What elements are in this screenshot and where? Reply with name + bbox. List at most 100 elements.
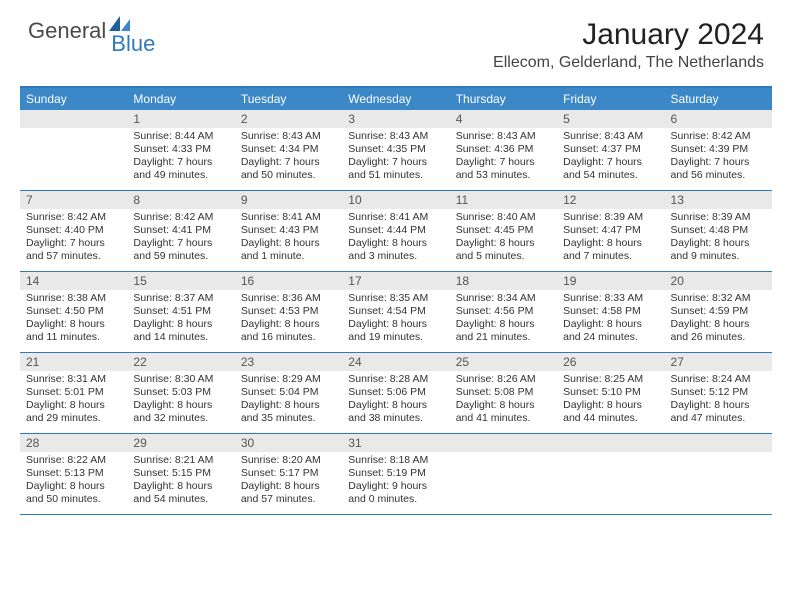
daylight-line: Daylight: 8 hours and 38 minutes. <box>348 399 443 425</box>
calendar-cell: 12Sunrise: 8:39 AMSunset: 4:47 PMDayligh… <box>557 191 664 271</box>
calendar-cell: 6Sunrise: 8:42 AMSunset: 4:39 PMDaylight… <box>665 110 772 190</box>
empty-daynum-bar <box>450 434 557 452</box>
cell-body: Sunrise: 8:20 AMSunset: 5:17 PMDaylight:… <box>235 452 342 512</box>
daylight-line: Daylight: 7 hours and 56 minutes. <box>671 156 766 182</box>
cell-body: Sunrise: 8:22 AMSunset: 5:13 PMDaylight:… <box>20 452 127 512</box>
sunset-line: Sunset: 4:40 PM <box>26 224 121 237</box>
daylight-line: Daylight: 7 hours and 57 minutes. <box>26 237 121 263</box>
calendar-cell: 22Sunrise: 8:30 AMSunset: 5:03 PMDayligh… <box>127 353 234 433</box>
daylight-line: Daylight: 8 hours and 44 minutes. <box>563 399 658 425</box>
sunset-line: Sunset: 4:56 PM <box>456 305 551 318</box>
sunset-line: Sunset: 4:50 PM <box>26 305 121 318</box>
cell-body: Sunrise: 8:33 AMSunset: 4:58 PMDaylight:… <box>557 290 664 350</box>
day-header: Wednesday <box>342 88 449 110</box>
calendar-cell: 23Sunrise: 8:29 AMSunset: 5:04 PMDayligh… <box>235 353 342 433</box>
daylight-line: Daylight: 8 hours and 11 minutes. <box>26 318 121 344</box>
day-number: 19 <box>557 272 664 290</box>
day-header-row: SundayMondayTuesdayWednesdayThursdayFrid… <box>20 88 772 110</box>
daylight-line: Daylight: 8 hours and 57 minutes. <box>241 480 336 506</box>
sunrise-line: Sunrise: 8:43 AM <box>348 130 443 143</box>
calendar-cell: 2Sunrise: 8:43 AMSunset: 4:34 PMDaylight… <box>235 110 342 190</box>
empty-daynum-bar <box>20 110 127 128</box>
week-row: 1Sunrise: 8:44 AMSunset: 4:33 PMDaylight… <box>20 110 772 191</box>
sunset-line: Sunset: 4:41 PM <box>133 224 228 237</box>
calendar-cell: 13Sunrise: 8:39 AMSunset: 4:48 PMDayligh… <box>665 191 772 271</box>
day-number: 8 <box>127 191 234 209</box>
cell-body: Sunrise: 8:38 AMSunset: 4:50 PMDaylight:… <box>20 290 127 350</box>
weeks-container: 1Sunrise: 8:44 AMSunset: 4:33 PMDaylight… <box>20 110 772 515</box>
week-row: 21Sunrise: 8:31 AMSunset: 5:01 PMDayligh… <box>20 353 772 434</box>
sunrise-line: Sunrise: 8:28 AM <box>348 373 443 386</box>
day-number: 21 <box>20 353 127 371</box>
cell-body: Sunrise: 8:32 AMSunset: 4:59 PMDaylight:… <box>665 290 772 350</box>
daylight-line: Daylight: 7 hours and 53 minutes. <box>456 156 551 182</box>
sunrise-line: Sunrise: 8:20 AM <box>241 454 336 467</box>
day-number: 31 <box>342 434 449 452</box>
sunrise-line: Sunrise: 8:33 AM <box>563 292 658 305</box>
day-header: Tuesday <box>235 88 342 110</box>
calendar-cell: 28Sunrise: 8:22 AMSunset: 5:13 PMDayligh… <box>20 434 127 514</box>
day-number: 26 <box>557 353 664 371</box>
sunset-line: Sunset: 4:48 PM <box>671 224 766 237</box>
cell-body: Sunrise: 8:34 AMSunset: 4:56 PMDaylight:… <box>450 290 557 350</box>
day-number: 7 <box>20 191 127 209</box>
week-row: 28Sunrise: 8:22 AMSunset: 5:13 PMDayligh… <box>20 434 772 515</box>
sunset-line: Sunset: 4:39 PM <box>671 143 766 156</box>
calendar-cell <box>20 110 127 190</box>
cell-body: Sunrise: 8:35 AMSunset: 4:54 PMDaylight:… <box>342 290 449 350</box>
day-number: 18 <box>450 272 557 290</box>
daylight-line: Daylight: 8 hours and 9 minutes. <box>671 237 766 263</box>
sunrise-line: Sunrise: 8:35 AM <box>348 292 443 305</box>
day-header: Sunday <box>20 88 127 110</box>
calendar-cell: 29Sunrise: 8:21 AMSunset: 5:15 PMDayligh… <box>127 434 234 514</box>
day-number: 6 <box>665 110 772 128</box>
day-number: 20 <box>665 272 772 290</box>
sunrise-line: Sunrise: 8:39 AM <box>563 211 658 224</box>
sunset-line: Sunset: 5:06 PM <box>348 386 443 399</box>
cell-body: Sunrise: 8:25 AMSunset: 5:10 PMDaylight:… <box>557 371 664 431</box>
day-number: 14 <box>20 272 127 290</box>
sunrise-line: Sunrise: 8:34 AM <box>456 292 551 305</box>
sunrise-line: Sunrise: 8:30 AM <box>133 373 228 386</box>
sunrise-line: Sunrise: 8:31 AM <box>26 373 121 386</box>
daylight-line: Daylight: 8 hours and 5 minutes. <box>456 237 551 263</box>
sunrise-line: Sunrise: 8:43 AM <box>563 130 658 143</box>
sunset-line: Sunset: 5:10 PM <box>563 386 658 399</box>
cell-body: Sunrise: 8:24 AMSunset: 5:12 PMDaylight:… <box>665 371 772 431</box>
sunset-line: Sunset: 5:17 PM <box>241 467 336 480</box>
day-number: 24 <box>342 353 449 371</box>
sunset-line: Sunset: 4:53 PM <box>241 305 336 318</box>
daylight-line: Daylight: 7 hours and 59 minutes. <box>133 237 228 263</box>
cell-body: Sunrise: 8:29 AMSunset: 5:04 PMDaylight:… <box>235 371 342 431</box>
sunrise-line: Sunrise: 8:41 AM <box>241 211 336 224</box>
daylight-line: Daylight: 8 hours and 14 minutes. <box>133 318 228 344</box>
sunset-line: Sunset: 4:36 PM <box>456 143 551 156</box>
day-header: Saturday <box>665 88 772 110</box>
day-number: 1 <box>127 110 234 128</box>
calendar-cell: 1Sunrise: 8:44 AMSunset: 4:33 PMDaylight… <box>127 110 234 190</box>
daylight-line: Daylight: 8 hours and 41 minutes. <box>456 399 551 425</box>
header: General Blue January 2024 Ellecom, Gelde… <box>0 0 792 80</box>
daylight-line: Daylight: 9 hours and 0 minutes. <box>348 480 443 506</box>
calendar-cell: 8 Sunrise: 8:42 AMSunset: 4:41 PMDaylight… <box>127 191 234 271</box>
calendar-cell <box>665 434 772 514</box>
sunset-line: Sunset: 5:03 PM <box>133 386 228 399</box>
calendar-cell: 30Sunrise: 8:20 AMSunset: 5:17 PMDayligh… <box>235 434 342 514</box>
daylight-line: Daylight: 8 hours and 26 minutes. <box>671 318 766 344</box>
day-number: 5 <box>557 110 664 128</box>
empty-daynum-bar <box>665 434 772 452</box>
cell-body: Sunrise: 8:39 AMSunset: 4:47 PMDaylight:… <box>557 209 664 269</box>
sunrise-line: Sunrise: 8:42 AM <box>133 211 228 224</box>
sunset-line: Sunset: 4:59 PM <box>671 305 766 318</box>
logo-text-general: General <box>28 18 106 44</box>
week-row: 14Sunrise: 8:38 AMSunset: 4:50 PMDayligh… <box>20 272 772 353</box>
sunrise-line: Sunrise: 8:21 AM <box>133 454 228 467</box>
calendar-cell: 17Sunrise: 8:35 AMSunset: 4:54 PMDayligh… <box>342 272 449 352</box>
calendar-cell: 16Sunrise: 8:36 AMSunset: 4:53 PMDayligh… <box>235 272 342 352</box>
daylight-line: Daylight: 8 hours and 24 minutes. <box>563 318 658 344</box>
daylight-line: Daylight: 7 hours and 50 minutes. <box>241 156 336 182</box>
sunrise-line: Sunrise: 8:42 AM <box>26 211 121 224</box>
day-number: 4 <box>450 110 557 128</box>
calendar-cell: 10Sunrise: 8:41 AMSunset: 4:44 PMDayligh… <box>342 191 449 271</box>
calendar-cell: 7 Sunrise: 8:42 AMSunset: 4:40 PMDaylight… <box>20 191 127 271</box>
